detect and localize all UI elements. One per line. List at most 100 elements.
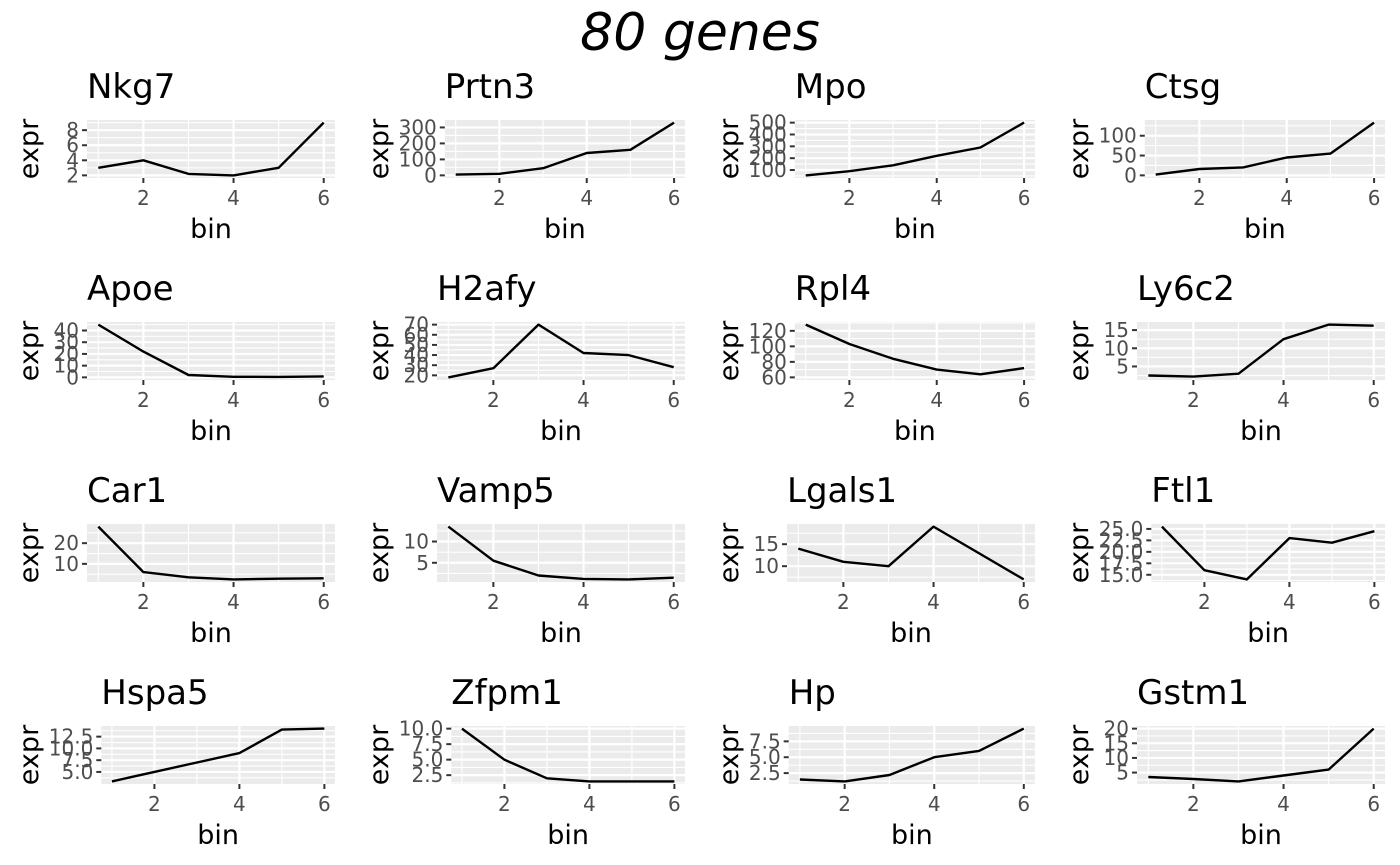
x-tick-label: 6: [1368, 590, 1381, 614]
x-tick-label: 4: [580, 186, 593, 210]
x-tick-label: 4: [577, 388, 590, 412]
x-tick-label: 2: [137, 590, 150, 614]
x-tick-label: 4: [577, 590, 590, 614]
y-tick-label: 30: [54, 330, 79, 354]
panel-background: [1144, 120, 1385, 178]
x-tick-label: 6: [1368, 186, 1381, 210]
y-tick-label: 15: [1104, 731, 1129, 755]
panel-title: Ly6c2: [1137, 269, 1235, 309]
panel-background: [444, 120, 685, 178]
series-line: [111, 727, 325, 783]
y-tick-label: 60: [404, 323, 429, 347]
panel-hp: 2 4 6 2.55.07.5 Hp bin expr: [714, 673, 1035, 851]
y-tick-label: 2.5: [749, 761, 781, 785]
y-tick-label: 5: [1116, 354, 1129, 378]
y-tick-label: 2.5: [411, 763, 443, 787]
series-line: [797, 525, 1025, 581]
x-axis-title: bin: [547, 820, 589, 851]
y-tick-label: 4: [66, 148, 79, 172]
y-tick-label: 50: [404, 333, 429, 357]
panel-background: [794, 120, 1035, 178]
y-tick-label: 400: [749, 122, 787, 146]
y-tick-label: 22.5: [1099, 528, 1144, 552]
x-tick-label: 2: [1193, 186, 1206, 210]
x-tick-label: 4: [227, 388, 240, 412]
y-tick-label: 120: [749, 319, 787, 343]
x-tick-label: 2: [487, 590, 500, 614]
y-tick-label: 5.0: [749, 745, 781, 769]
x-axis-title: bin: [1247, 618, 1289, 649]
y-tick-label: 10: [54, 354, 79, 378]
x-tick-label: 6: [667, 590, 680, 614]
x-tick-label: 2: [1187, 388, 1200, 412]
y-tick-label: 20: [54, 531, 79, 555]
x-tick-label: 6: [1367, 388, 1380, 412]
y-tick-label: 0: [424, 163, 437, 187]
x-tick-label: 2: [498, 792, 511, 816]
panel-title: Apoe: [87, 269, 174, 309]
panel-title: Hspa5: [101, 673, 208, 713]
x-tick-label: 2: [148, 792, 161, 816]
y-axis-title: expr: [1064, 522, 1095, 583]
y-tick-label: 100: [399, 147, 437, 171]
x-tick-label: 4: [1280, 186, 1293, 210]
x-tick-label: 4: [1277, 388, 1290, 412]
y-axis-title: expr: [714, 724, 745, 785]
x-axis-title: bin: [544, 214, 586, 245]
x-axis-title: bin: [1240, 820, 1282, 851]
series-line: [805, 323, 1025, 376]
series-line: [97, 323, 324, 379]
y-axis-title: expr: [364, 118, 395, 179]
x-tick-label: 2: [1198, 590, 1211, 614]
series-line: [1155, 121, 1375, 176]
panel-title: Prtn3: [445, 67, 535, 107]
x-axis-title: bin: [197, 820, 239, 851]
x-tick-label: 6: [1018, 186, 1031, 210]
panel-background: [1151, 524, 1385, 582]
series-line: [1148, 727, 1375, 783]
panel-title: Mpo: [795, 67, 867, 107]
x-axis-title: bin: [540, 618, 582, 649]
y-tick-label: 200: [749, 146, 787, 170]
y-tick-label: 0: [1124, 163, 1137, 187]
y-tick-label: 20: [54, 342, 79, 366]
x-tick-label: 6: [668, 186, 681, 210]
y-tick-label: 100: [749, 334, 787, 358]
panel-title: Gstm1: [1137, 673, 1249, 713]
x-axis-title: bin: [891, 820, 933, 851]
x-tick-label: 6: [317, 186, 330, 210]
x-tick-label: 2: [487, 388, 500, 412]
y-tick-label: 40: [404, 343, 429, 367]
y-tick-label: 10.0: [399, 717, 444, 741]
x-tick-label: 4: [927, 590, 940, 614]
y-axis-title: expr: [364, 320, 395, 381]
y-tick-label: 30: [404, 353, 429, 377]
x-tick-label: 4: [930, 388, 943, 412]
y-tick-label: 20: [1104, 717, 1129, 741]
x-tick-label: 6: [317, 388, 330, 412]
x-axis-title: bin: [190, 214, 232, 245]
x-tick-label: 6: [1017, 792, 1030, 816]
y-tick-label: 100: [749, 158, 787, 182]
panel-title: Lgals1: [787, 471, 897, 511]
y-tick-label: 300: [749, 134, 787, 158]
series-line: [805, 121, 1025, 177]
series-line: [799, 727, 1025, 783]
y-tick-label: 7.5: [749, 729, 781, 753]
x-tick-label: 6: [317, 590, 330, 614]
y-tick-label: 15.0: [1099, 563, 1144, 587]
panel-title: Ctsg: [1145, 67, 1221, 107]
panel-background: [437, 524, 685, 582]
y-tick-label: 500: [749, 111, 787, 135]
y-tick-label: 8: [66, 118, 79, 142]
y-tick-label: 100: [1099, 124, 1137, 148]
y-tick-label: 17.5: [1099, 551, 1144, 575]
y-tick-label: 5.0: [61, 760, 93, 784]
x-tick-label: 4: [227, 590, 240, 614]
